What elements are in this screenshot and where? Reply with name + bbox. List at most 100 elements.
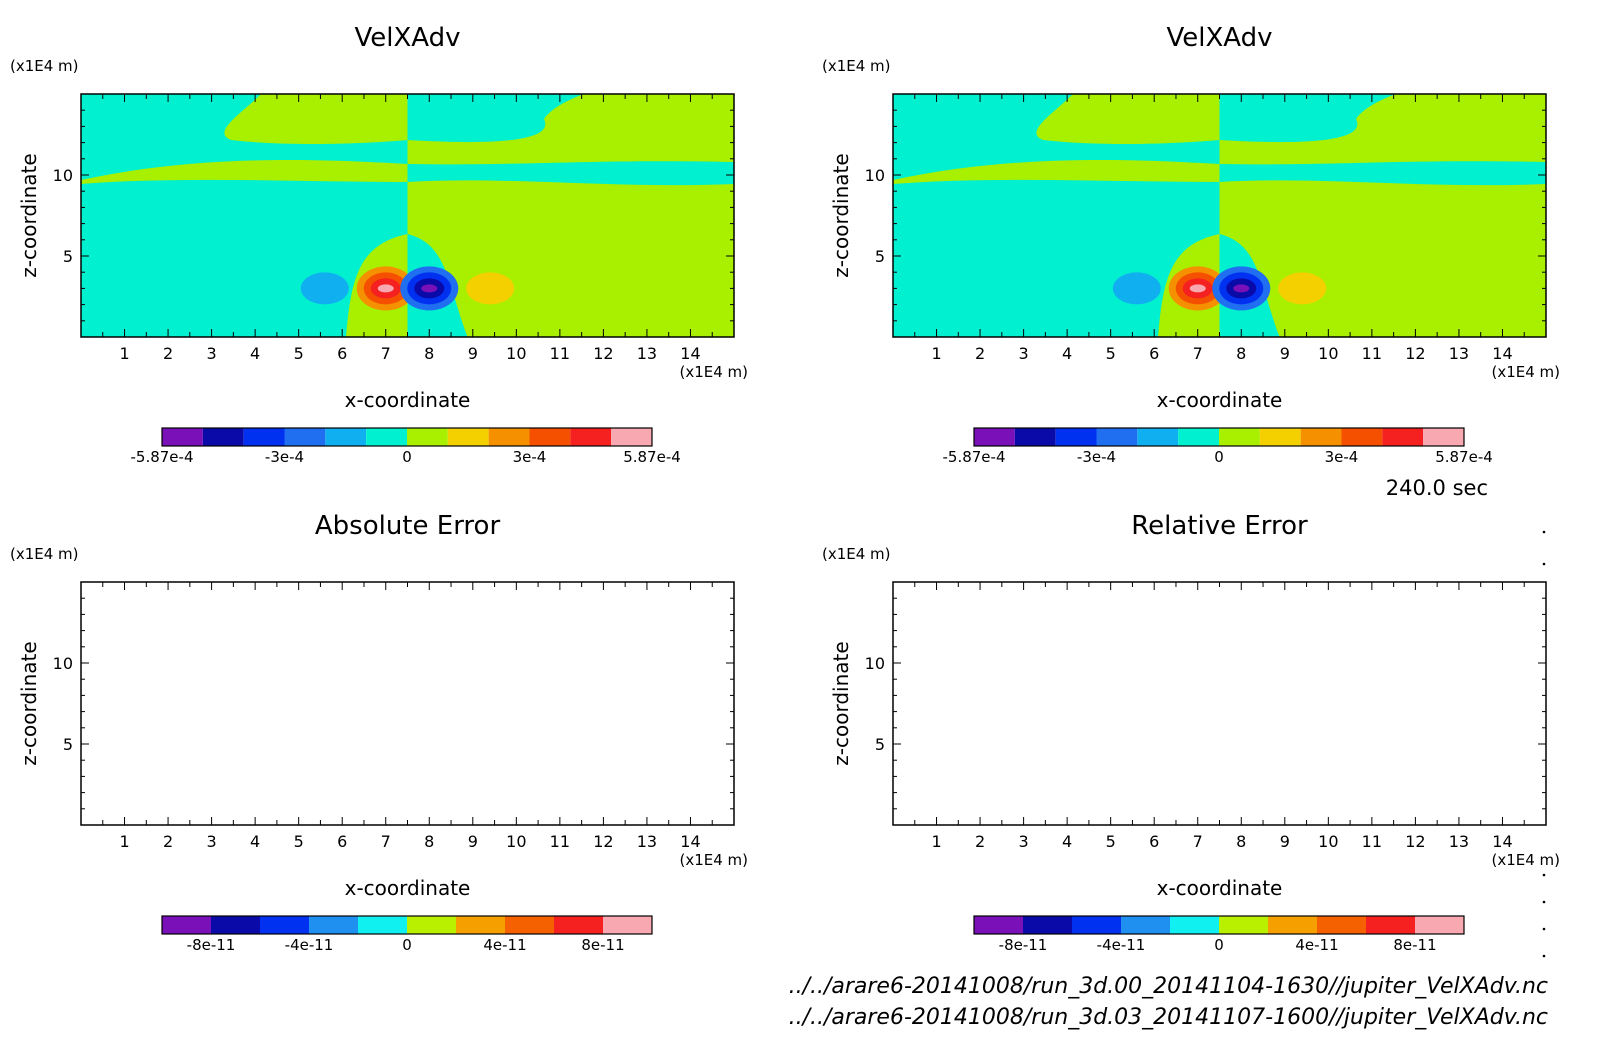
colorbar-segment (1014, 428, 1056, 446)
x-tick-label: 1 (931, 832, 941, 851)
colorbar-label: -8e-11 (999, 936, 1048, 954)
colorbar-segment (1137, 428, 1179, 446)
x-tick-label: 14 (680, 344, 700, 363)
colorbar-segment (974, 428, 1015, 446)
y-axis-label: z-coordinate (17, 641, 41, 765)
file-path-2: ../../arare6-20141008/run_3d.03_20141107… (789, 1005, 1548, 1030)
x-tick-label: 11 (550, 344, 570, 363)
y-unit-label: (x1E4 m) (10, 57, 79, 75)
x-tick-label: 11 (1362, 344, 1382, 363)
colorbar-segment (202, 428, 244, 446)
chart-title: Absolute Error (315, 511, 501, 541)
x-tick-label: 5 (294, 344, 304, 363)
x-tick-label: 2 (163, 832, 173, 851)
colorbar-label: 8e-11 (1393, 936, 1436, 954)
colorbar-segment (1219, 916, 1268, 934)
x-tick-label: 7 (381, 344, 391, 363)
colorbar-segment (1055, 428, 1097, 446)
x-tick-label: 2 (975, 832, 985, 851)
x-axis-label: x-coordinate (1157, 876, 1283, 900)
x-tick-label: 8 (1236, 344, 1246, 363)
x-tick-label: 3 (1019, 832, 1029, 851)
colorbar-segment (1366, 916, 1415, 934)
x-tick-label: 1 (931, 344, 941, 363)
colorbar-label: 0 (402, 936, 412, 954)
colorbar-label: 0 (1214, 448, 1224, 466)
colorbar-segment (1259, 428, 1301, 446)
colorbar-segment (974, 916, 1023, 934)
marker-dot (1542, 954, 1546, 958)
colorbar-segment (570, 428, 612, 446)
colorbar-frame (973, 915, 1465, 935)
colorbar-segment (1382, 428, 1424, 446)
y-axis-label: z-coordinate (829, 153, 853, 277)
colorbar-frame (161, 915, 653, 935)
x-tick-label: 3 (207, 832, 217, 851)
colorbar-segment (162, 916, 211, 934)
colorbar-segment (603, 916, 652, 934)
y-tick-label: 10 (53, 654, 73, 673)
colorbar-segment (309, 916, 358, 934)
y-tick-label: 5 (63, 735, 73, 754)
x-axis-label: x-coordinate (1157, 388, 1283, 412)
x-tick-label: 9 (1280, 344, 1290, 363)
lobe-upper-left (1036, 94, 1220, 144)
y-unit-label: (x1E4 m) (822, 57, 891, 75)
y-axis-label: z-coordinate (17, 153, 41, 277)
band-right (1219, 161, 1546, 186)
y-unit-label: (x1E4 m) (822, 545, 891, 563)
x-tick-label: 12 (593, 832, 613, 851)
marker-dot (1542, 562, 1546, 566)
plot-frame (892, 581, 1547, 826)
colorbar-segment (243, 428, 285, 446)
colorbar-label: 4e-11 (483, 936, 526, 954)
x-tick-label: 9 (468, 832, 478, 851)
colorbar-segment (1096, 428, 1138, 446)
blob-positive-weak (1278, 272, 1327, 305)
y-tick-label: 5 (63, 247, 73, 266)
colorbar-segment (1170, 916, 1219, 934)
blob-negative-ring-4 (1233, 284, 1250, 293)
colorbar-label: 8e-11 (581, 936, 624, 954)
x-axis-label: x-coordinate (345, 876, 471, 900)
blob-negative-ring-4 (421, 284, 438, 293)
x-tick-label: 4 (250, 344, 260, 363)
marker-dot (1542, 927, 1546, 931)
x-tick-label: 11 (550, 832, 570, 851)
colorbar-label: -8e-11 (187, 936, 236, 954)
lobe-upper-right (407, 94, 584, 143)
colorbar-segment (447, 428, 489, 446)
x-tick-label: 12 (593, 344, 613, 363)
colorbar-segment (611, 428, 652, 446)
x-tick-label: 14 (1492, 344, 1512, 363)
colorbar-segment (1121, 916, 1170, 934)
colorbar-segment (1415, 916, 1464, 934)
y-axis-label: z-coordinate (829, 641, 853, 765)
colorbar-segment (260, 916, 309, 934)
colorbar-label: 0 (1214, 936, 1224, 954)
x-tick-label: 6 (337, 832, 347, 851)
blob-positive-ring-4 (377, 284, 394, 293)
x-tick-label: 13 (637, 832, 657, 851)
y-tick-label: 10 (865, 166, 885, 185)
colorbar-segment (284, 428, 326, 446)
x-tick-label: 6 (1149, 832, 1159, 851)
colorbar-label: -3e-4 (265, 448, 304, 466)
colorbar-segment (407, 916, 456, 934)
band-left (893, 159, 1220, 184)
x-tick-label: 10 (1318, 344, 1338, 363)
colorbar-segment (1317, 916, 1366, 934)
colorbar-segment (1300, 428, 1342, 446)
panel-1: VelXAdv(x1E4 m)1 2 3 4 5 6 7 8 9 10 11 12 13 14510z-c… (10, 23, 748, 466)
colorbar-segment (1178, 428, 1219, 446)
contour-layers (81, 94, 734, 337)
colorbar-label: 3e-4 (513, 448, 547, 466)
x-tick-label: 6 (337, 344, 347, 363)
colorbar-segment (505, 916, 554, 934)
file-path-1: ../../arare6-20141008/run_3d.00_20141104… (789, 974, 1548, 999)
y-tick-label: 5 (875, 247, 885, 266)
x-tick-label: 12 (1405, 832, 1425, 851)
x-tick-label: 13 (1449, 344, 1469, 363)
x-tick-label: 5 (1106, 344, 1116, 363)
x-tick-label: 5 (1106, 832, 1116, 851)
